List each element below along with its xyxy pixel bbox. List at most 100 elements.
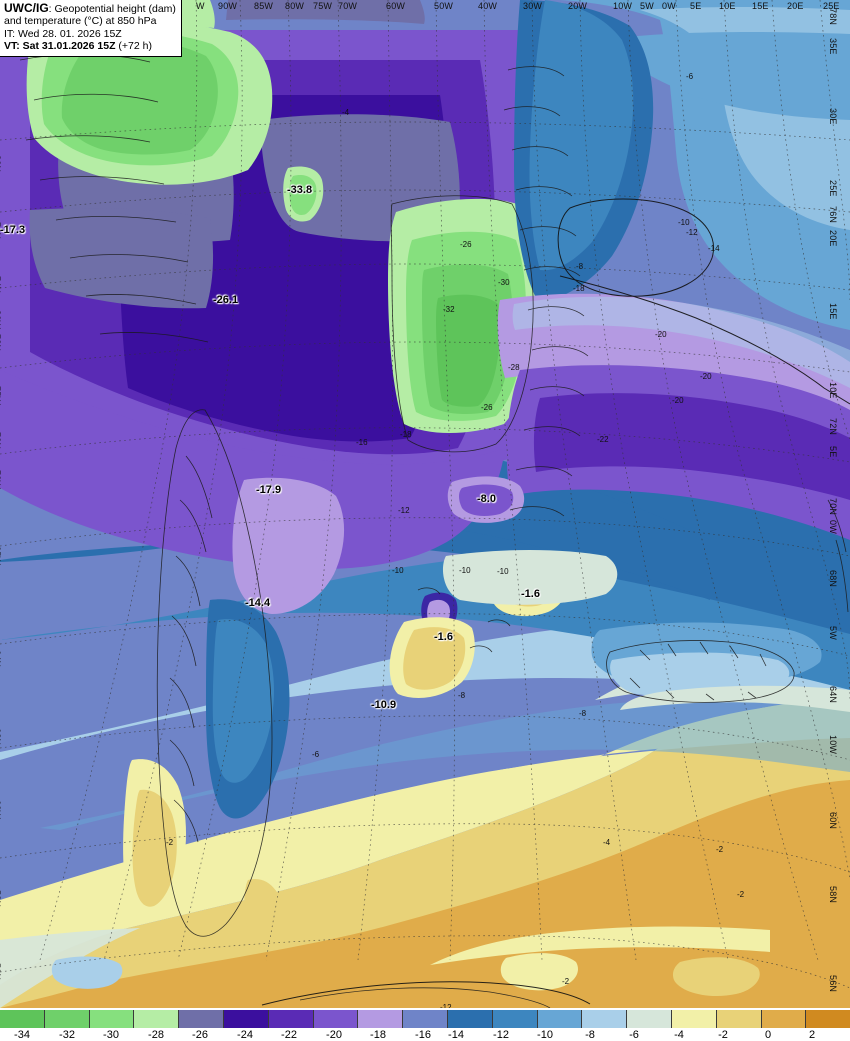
contour-label: -32 [443, 305, 455, 314]
coord-tick-right: 5W [828, 626, 838, 640]
contour-label: -10 [497, 567, 509, 576]
coord-tick-right: 35E [828, 38, 838, 55]
contour-label: -28 [508, 363, 520, 372]
extremum-label: -33.8 [287, 184, 313, 196]
contour-label: -10 [678, 218, 690, 227]
colorbar-swatch[interactable] [179, 1010, 224, 1028]
contour-label: -12 [440, 1003, 452, 1008]
colorbar-tick: -8 [585, 1029, 595, 1041]
coord-tick-left: 80W [0, 310, 2, 330]
coord-tick-left: 65W [0, 546, 2, 566]
coord-tick-left: 60W [0, 800, 2, 820]
coord-tick-left: 74N [0, 276, 2, 294]
lon-tick-top: 30W [523, 1, 543, 11]
colorbar-tick: -26 [192, 1029, 208, 1041]
coord-tick-right: 56N [828, 975, 838, 993]
colorbar-swatches[interactable] [0, 1010, 850, 1028]
contour-label: -4 [342, 108, 350, 117]
lon-tick-top: 10W [613, 1, 633, 11]
extremum-label: -1.6 [521, 588, 540, 600]
colorbar-swatch[interactable] [806, 1010, 850, 1028]
coord-tick-left: 56N [0, 963, 2, 981]
colorbar-tick: 2 [808, 1029, 816, 1041]
contour-label: -12 [686, 228, 698, 237]
coord-tick-left: 70N [0, 432, 2, 450]
title-line-1: UWC/IG: Geopotential height (dam) [4, 2, 176, 15]
colorbar-swatch[interactable] [537, 1010, 583, 1028]
colorbar-swatch[interactable] [358, 1010, 404, 1028]
contour-label: -12 [398, 506, 410, 515]
coord-tick-right: 68N [828, 570, 838, 588]
colorbar-tick: -32 [59, 1029, 75, 1041]
coord-tick-right: 10W [828, 735, 838, 755]
colorbar-swatch[interactable] [671, 1010, 717, 1028]
valid-time-line: VT: Sat 31.01.2026 15Z (+72 h) [4, 40, 176, 52]
colorbar-swatch[interactable] [627, 1010, 672, 1028]
colorbar-tick: -14 [448, 1029, 464, 1041]
lon-tick-top: 5W [640, 1, 654, 11]
colorbar-swatch[interactable] [89, 1010, 135, 1028]
contour-label: -6 [312, 750, 320, 759]
contour-label: -8 [579, 709, 587, 718]
coord-tick-right: 25E [828, 180, 838, 197]
coord-tick-right: 58N [828, 886, 838, 904]
lon-tick-top: 60W [386, 1, 406, 11]
contour-label: -2 [737, 890, 745, 899]
coord-tick-left: 72N [0, 334, 2, 352]
contour-label: -2 [716, 845, 724, 854]
colorbar-swatch[interactable] [716, 1010, 762, 1028]
lon-tick-top: 15E [752, 1, 769, 11]
colorbar-swatch[interactable] [268, 1010, 314, 1028]
colorbar-swatch[interactable] [0, 1010, 45, 1028]
extremum-label: -17.3 [0, 224, 26, 236]
lon-tick-top: 90W [218, 1, 238, 11]
lon-tick-top: 80W [285, 1, 305, 11]
valid-time-value: Sat 31.01.2026 15Z [22, 40, 116, 53]
lon-tick-top: 20E [787, 1, 804, 11]
colorbar-tick: -22 [281, 1029, 297, 1041]
colorbar-swatch[interactable] [582, 1010, 628, 1028]
colorbar-swatch[interactable] [313, 1010, 359, 1028]
colorbar-tick: -10 [537, 1029, 553, 1041]
contour-label: -26 [460, 240, 472, 249]
coord-tick-right: 10E [828, 382, 838, 399]
colorbar-tick: -30 [103, 1029, 119, 1041]
contour-label: -20 [672, 396, 684, 405]
contour-label: -30 [498, 278, 510, 287]
lon-tick-top: 75W [313, 1, 333, 11]
colorbar-swatch[interactable] [223, 1010, 269, 1028]
colorbar-swatch[interactable] [492, 1010, 538, 1028]
colorbar-swatch[interactable] [403, 1010, 448, 1028]
colorbar-tick: -6 [629, 1029, 639, 1041]
valid-time-prefix: VT: [4, 40, 23, 53]
contour-label: -20 [700, 372, 712, 381]
coord-tick-right: 0W [828, 520, 838, 534]
coord-tick-right: 15E [828, 303, 838, 320]
lon-tick-top: 50W [434, 1, 454, 11]
colorbar-swatch[interactable] [134, 1010, 180, 1028]
contour-label: -2 [562, 977, 570, 986]
title-line-2: and temperature (°C) at 850 hPa [4, 15, 157, 28]
extremum-label: -8.0 [477, 493, 496, 505]
coord-tick-left: 64N [0, 650, 2, 668]
colorbar-swatch[interactable] [447, 1010, 493, 1028]
coord-tick-right: 78N [828, 8, 838, 26]
extremum-label: -17.9 [256, 484, 282, 496]
lead-time: (+72 h) [115, 40, 152, 53]
colorbar-swatch[interactable] [761, 1010, 807, 1028]
map-area[interactable]: W 90W 85W 80W 75W 70W 60W 50W 40W 30W 20W 10W 5W 0W 5E… [0, 0, 850, 1008]
contour-label: -14 [708, 244, 720, 253]
coord-tick-left: 58N [0, 890, 2, 908]
lon-tick-top: 40W [478, 1, 498, 11]
contour-label: -4 [603, 838, 611, 847]
colorbar-tick-labels: -34 -32 -30 -28 -26 -24 -22 -20 -18 -16 -14 -12 -10-… [0, 1029, 850, 1041]
extremum-label: -14.4 [245, 597, 271, 609]
colorbar-swatch[interactable] [44, 1010, 90, 1028]
colorbar-tick: -12 [493, 1029, 509, 1041]
colorbar-tick: -2 [718, 1029, 728, 1041]
contour-label: -16 [356, 438, 368, 447]
contour-label: -8 [576, 262, 584, 271]
colorbar-tick: -24 [237, 1029, 253, 1041]
contour-label: -20 [655, 330, 667, 339]
